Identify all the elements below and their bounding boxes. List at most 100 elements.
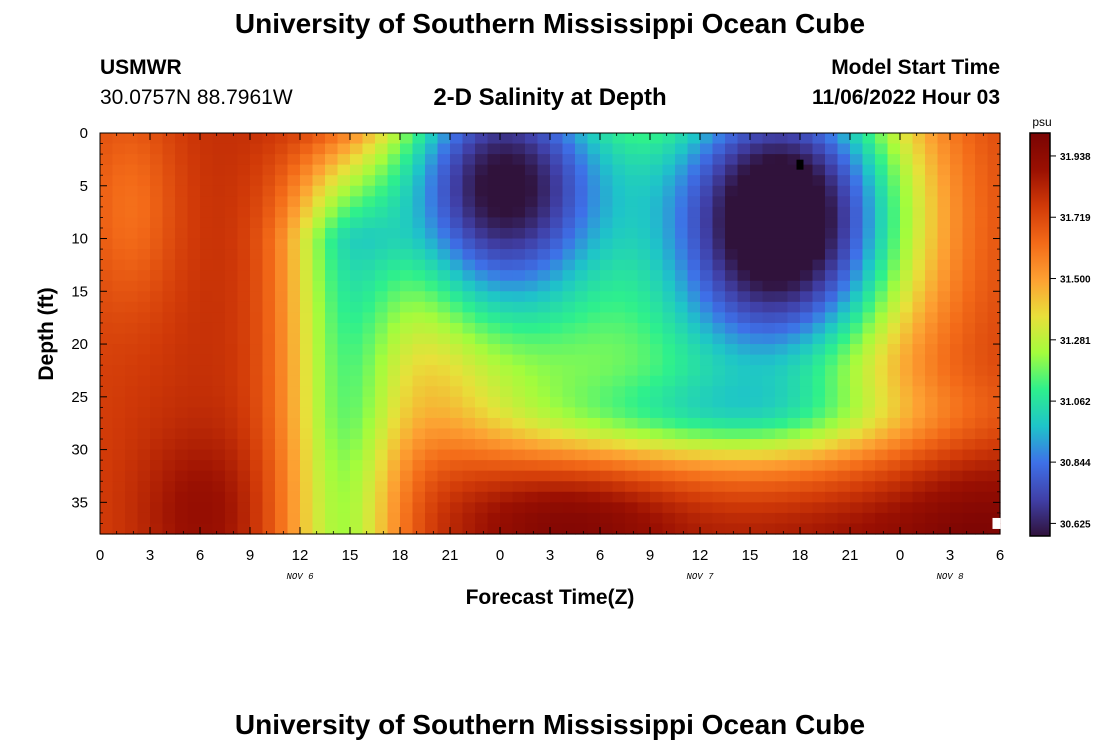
heatmap-cell: [137, 502, 151, 514]
heatmap-cell: [975, 206, 989, 219]
heatmap-cell: [362, 449, 376, 461]
heatmap-cell: [737, 301, 751, 313]
heatmap-cell: [450, 333, 464, 345]
heatmap-cell: [212, 312, 226, 324]
heatmap-cell: [912, 238, 926, 250]
heatmap-cell: [250, 491, 264, 503]
heatmap-cell: [575, 227, 589, 240]
heatmap-cell: [900, 164, 914, 176]
heatmap-cell: [550, 238, 564, 250]
heatmap-cell: [187, 322, 201, 335]
heatmap-cell: [762, 354, 776, 366]
heatmap-cell: [787, 396, 801, 408]
heatmap-cell: [787, 164, 801, 176]
heatmap-cell: [550, 417, 564, 430]
heatmap-cell: [225, 196, 239, 208]
heatmap-cell: [925, 396, 939, 408]
heatmap-cell: [850, 502, 864, 514]
heatmap-cell: [287, 280, 301, 292]
heatmap-cell: [512, 365, 526, 377]
heatmap-cell: [225, 291, 239, 303]
heatmap-cell: [912, 375, 926, 387]
heatmap-cell: [600, 512, 614, 525]
heatmap-cell: [962, 280, 976, 292]
heatmap-cell: [150, 365, 164, 377]
heatmap-cell: [875, 238, 889, 250]
heatmap-cell: [300, 238, 314, 250]
heatmap-cell: [250, 238, 264, 250]
heatmap-cell: [250, 133, 264, 145]
heatmap-cell: [475, 154, 489, 166]
heatmap-cell: [912, 249, 926, 261]
heatmap-cell: [687, 344, 701, 356]
heatmap-cell: [787, 291, 801, 303]
heatmap-cell: [750, 365, 764, 377]
heatmap-cell: [925, 470, 939, 482]
heatmap-cell: [550, 344, 564, 356]
heatmap-cell: [462, 196, 476, 208]
heatmap-cell: [425, 185, 439, 197]
heatmap-cell: [262, 249, 276, 261]
heatmap-cell: [987, 143, 1001, 155]
heatmap-cell: [862, 259, 876, 271]
heatmap-cell: [650, 375, 664, 387]
heatmap-cell: [237, 133, 251, 145]
heatmap-cell: [300, 354, 314, 366]
heatmap-cell: [150, 143, 164, 155]
heatmap-cell: [975, 386, 989, 398]
heatmap-cell: [300, 249, 314, 261]
heatmap-cell: [387, 523, 401, 535]
heatmap-cell: [375, 270, 389, 282]
colorbar-tick-label: 31.938: [1060, 152, 1091, 163]
heatmap-cell: [637, 301, 651, 313]
heatmap-cell: [275, 291, 289, 303]
heatmap-cell: [962, 354, 976, 366]
heatmap-cell: [212, 143, 226, 155]
heatmap-cell: [412, 227, 426, 240]
heatmap-cell: [450, 206, 464, 219]
heatmap-cell: [212, 417, 226, 430]
heatmap-cell: [312, 270, 326, 282]
heatmap-cell: [437, 238, 451, 250]
heatmap-cell: [737, 175, 751, 187]
heatmap-cell: [475, 312, 489, 324]
heatmap-cell: [175, 322, 189, 335]
heatmap-cell: [825, 386, 839, 398]
heatmap-cell: [837, 227, 851, 240]
heatmap-cell: [300, 428, 314, 440]
heatmap-cell: [750, 470, 764, 482]
heatmap-cell: [325, 291, 339, 303]
heatmap-cell: [125, 502, 139, 514]
heatmap-cell: [962, 439, 976, 451]
heatmap-cell: [975, 354, 989, 366]
heatmap-cell: [925, 386, 939, 398]
heatmap-cell: [475, 365, 489, 377]
heatmap-cell: [162, 523, 176, 535]
heatmap-cell: [500, 344, 514, 356]
heatmap-cell: [150, 375, 164, 387]
heatmap-cell: [575, 175, 589, 187]
heatmap-cell: [162, 502, 176, 514]
heatmap-cell: [200, 481, 214, 493]
heatmap-cell: [150, 217, 164, 229]
x-tick-label: 18: [792, 547, 809, 564]
heatmap-cell: [650, 185, 664, 197]
heatmap-cell: [587, 491, 601, 503]
heatmap-cell: [475, 175, 489, 187]
heatmap-cell: [825, 185, 839, 197]
heatmap-cell: [262, 375, 276, 387]
heatmap-cell: [775, 481, 789, 493]
heatmap-cell: [475, 428, 489, 440]
heatmap-cell: [537, 280, 551, 292]
heatmap-cell: [725, 291, 739, 303]
heatmap-cell: [912, 354, 926, 366]
heatmap-cell: [387, 428, 401, 440]
heatmap-cell: [950, 280, 964, 292]
y-tick-label: 15: [71, 283, 88, 300]
heatmap-cell: [600, 428, 614, 440]
heatmap-cell: [300, 143, 314, 155]
heatmap-cell: [625, 238, 639, 250]
heatmap-cell: [300, 460, 314, 472]
heatmap-cell: [162, 133, 176, 145]
heatmap-cell: [262, 386, 276, 398]
